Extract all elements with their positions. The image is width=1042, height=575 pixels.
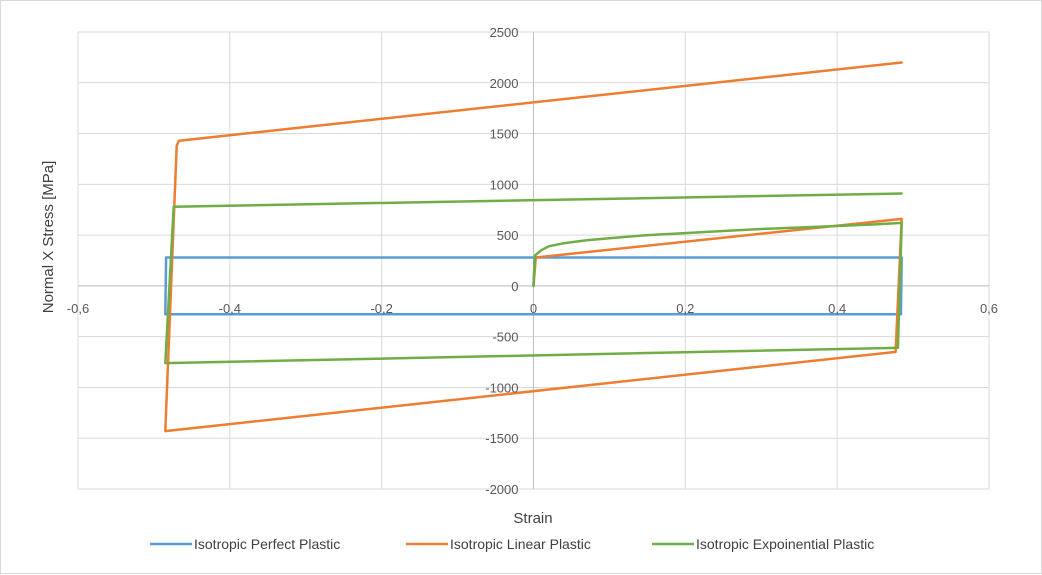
legend-label: Isotropic Expoinential Plastic bbox=[696, 536, 874, 552]
series-line-2 bbox=[164, 61, 903, 433]
x-tick-label: 0,4 bbox=[828, 301, 846, 316]
y-tick-label: 0 bbox=[511, 279, 518, 294]
x-tick-label: -0,6 bbox=[67, 301, 89, 316]
y-tick-label: -2000 bbox=[485, 482, 518, 497]
y-tick-label: 1500 bbox=[490, 127, 519, 142]
legend-label: Isotropic Perfect Plastic bbox=[194, 536, 340, 552]
y-tick-label: 2000 bbox=[490, 76, 519, 91]
x-axis-ticks: -0,6 -0,4 -0,2 0 0,2 0,4 0,6 bbox=[67, 301, 998, 316]
x-tick-label: -0,4 bbox=[219, 301, 241, 316]
y-tick-label: -1000 bbox=[485, 380, 518, 395]
series-lines bbox=[164, 61, 903, 433]
x-axis-title: Strain bbox=[513, 510, 552, 527]
x-tick-label: 0,2 bbox=[676, 301, 694, 316]
y-tick-label: -1500 bbox=[485, 431, 518, 446]
y-tick-label: 1000 bbox=[490, 177, 519, 192]
x-tick-label: 0 bbox=[530, 301, 537, 316]
x-tick-label: 0,6 bbox=[980, 301, 998, 316]
legend-label: Isotropic Linear Plastic bbox=[450, 536, 591, 552]
series-line-3 bbox=[164, 192, 903, 365]
y-tick-label: -500 bbox=[492, 330, 518, 345]
y-tick-label: 500 bbox=[497, 228, 519, 243]
x-tick-label: -0,2 bbox=[370, 301, 392, 316]
y-axis-ticks: -2000 -1500 -1000 -500 0 500 1000 1500 2000 2500 bbox=[485, 25, 518, 497]
y-axis-title: Normal X Stress [MPa] bbox=[40, 161, 57, 314]
legend: Isotropic Perfect Plastic Isotropic Linea… bbox=[150, 536, 874, 552]
y-tick-label: 2500 bbox=[490, 25, 519, 40]
